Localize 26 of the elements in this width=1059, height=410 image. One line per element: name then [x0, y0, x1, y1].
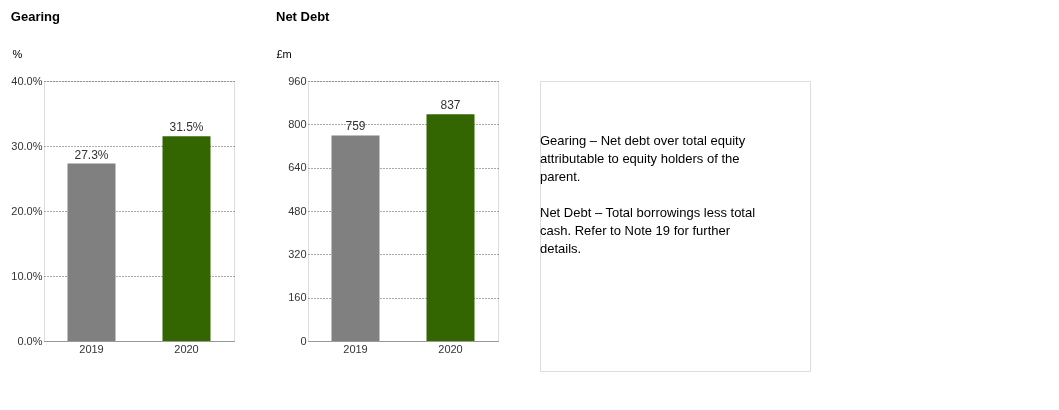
y-axis-title: £m	[276, 47, 292, 60]
y-tick-label: 960	[288, 74, 307, 87]
chart-title: Net Debt	[276, 9, 331, 24]
y-tick-label: 30.0%	[11, 139, 43, 152]
x-tick-label: 2020	[174, 342, 199, 355]
y-axis-title: %	[12, 47, 23, 60]
chart-title: Gearing	[10, 9, 60, 24]
data-label: 759	[345, 119, 366, 134]
y-tick-label: 160	[288, 291, 307, 304]
y-tick-label: 800	[288, 117, 307, 130]
x-tick-label: 2020	[438, 342, 463, 355]
y-tick-label: 0	[300, 334, 307, 347]
y-tick-label: 480	[288, 204, 307, 217]
y-tick-label: 10.0%	[11, 269, 43, 282]
y-tick-label: 40.0%	[11, 74, 43, 87]
x-tick-label: 2019	[79, 342, 104, 355]
y-tick-label: 320	[288, 247, 307, 260]
data-label: 27.3%	[74, 147, 109, 162]
data-label: 31.5%	[169, 120, 204, 135]
text: Gearing – Net debt over total equity attributable to equity holders of the parent.	[540, 133, 746, 184]
data-label: 837	[440, 98, 461, 113]
y-tick-label: 0.0%	[17, 334, 43, 347]
text: Net Debt – Total borrowings less total cash. Refer to Note 19 for further details.	[540, 205, 756, 256]
y-tick-label: 20.0%	[11, 204, 43, 217]
y-tick-label: 640	[288, 161, 307, 174]
x-tick-label: 2019	[343, 342, 368, 355]
